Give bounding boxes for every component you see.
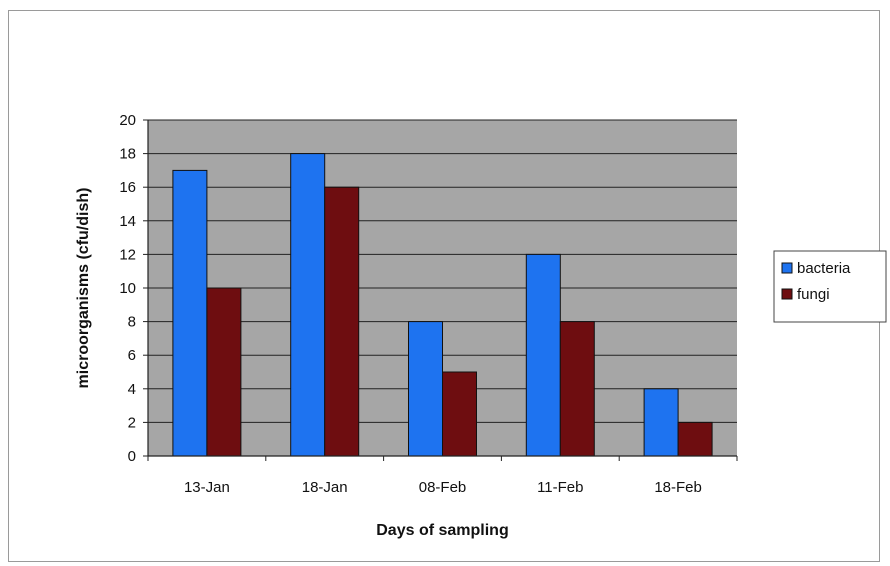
y-tick-label: 12 (119, 246, 136, 263)
y-tick-label: 4 (128, 381, 136, 398)
y-tick-label: 2 (128, 414, 136, 431)
bar-fungi-18-Feb (677, 421, 713, 457)
bar-bacteria-08-Feb (408, 321, 443, 457)
legend-label-bacteria: bacteria (797, 260, 851, 277)
y-tick-label: 16 (119, 179, 136, 196)
x-tick-label: 08-Feb (419, 479, 467, 496)
legend-label-fungi: fungi (797, 286, 830, 303)
x-tick-label: 18-Feb (654, 479, 702, 496)
y-tick-label: 18 (119, 146, 136, 163)
y-tick-label: 6 (128, 347, 136, 364)
x-axis-title: Days of sampling (376, 522, 508, 539)
x-tick-label: 11-Feb (537, 479, 583, 496)
y-tick-label: 14 (119, 213, 136, 230)
legend-swatch-bacteria (781, 262, 793, 274)
bar-fungi-18-Jan (324, 186, 360, 457)
y-tick-label: 10 (119, 280, 136, 297)
bar-bacteria-18-Jan (290, 153, 326, 457)
y-tick-label: 0 (128, 448, 136, 465)
bar-fungi-11-Feb (559, 321, 595, 457)
bar-fungi-08-Feb (442, 371, 477, 457)
legend: bacteria fungi (773, 250, 887, 323)
bar-fungi-13-Jan (206, 287, 242, 457)
legend-box (773, 250, 887, 323)
y-tick-label: 20 (119, 112, 136, 129)
x-tick-label: 13-Jan (184, 479, 230, 496)
y-tick-label: 8 (128, 314, 136, 331)
bar-bacteria-18-Feb (643, 388, 679, 457)
legend-swatch-fungi (781, 288, 793, 300)
bar-bacteria-11-Feb (525, 253, 561, 457)
x-tick-label: 18-Jan (302, 479, 348, 496)
y-axis-title: microorganisms (cfu/dish) (75, 188, 92, 389)
bar-bacteria-13-Jan (172, 169, 208, 457)
